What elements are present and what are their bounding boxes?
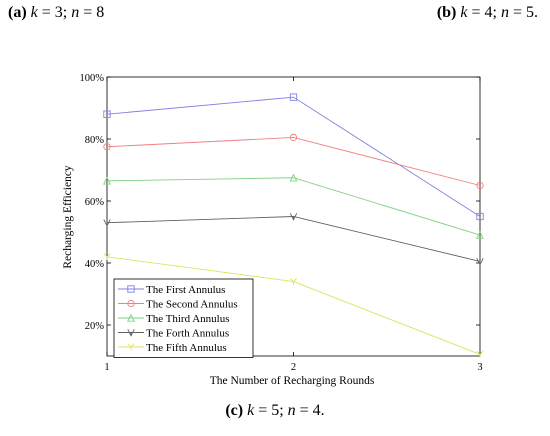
- legend-marker: [127, 313, 135, 322]
- caption-a-label: (a): [8, 4, 27, 21]
- caption-a-k-value: = 3;: [37, 4, 72, 21]
- data-point: [476, 350, 484, 358]
- caption-b-n-value: = 5.: [508, 4, 538, 21]
- data-point: [289, 93, 298, 101]
- series-line: [106, 216, 481, 262]
- legend-item: The First Annulus: [118, 284, 225, 296]
- series-3: [103, 173, 484, 239]
- x-tick-label: 1: [104, 362, 109, 373]
- caption-c-k: k: [247, 402, 255, 419]
- legend-marker: [127, 329, 135, 337]
- y-tick-label: 40%: [85, 259, 105, 270]
- caption-b-k-value: = 4;: [467, 4, 501, 21]
- series-1: [103, 93, 484, 221]
- legend-label: The First Annulus: [146, 284, 225, 296]
- series-layer: [103, 93, 484, 358]
- caption-c-n-value: = 4.: [295, 402, 325, 419]
- y-tick-label: 80%: [85, 135, 105, 146]
- y-tick-label: 100%: [80, 73, 105, 84]
- y-axis-title: Recharging Efficiency: [62, 165, 74, 269]
- data-point: [289, 173, 298, 182]
- legend-label: The Forth Annulus: [146, 328, 229, 340]
- y-tick-label: 60%: [85, 197, 105, 208]
- data-point: [476, 230, 484, 239]
- data-point: [476, 181, 484, 190]
- data-point: [289, 213, 298, 221]
- caption-a-n-value: = 8: [79, 4, 105, 21]
- caption-a-k: k: [30, 4, 38, 21]
- legend-label: The Third Annulus: [146, 313, 230, 325]
- series-4: [103, 213, 484, 266]
- caption-c-label: (c): [225, 402, 244, 419]
- caption-c-n: n: [287, 402, 296, 419]
- legend: The First Annulus The Second Annulus The T…: [113, 278, 254, 358]
- y-axis-ticks: 20% 40% 60% 80% 100%: [80, 73, 480, 332]
- x-tick-label: 2: [291, 362, 296, 373]
- caption-a-n: n: [71, 4, 80, 21]
- series-line: [106, 177, 481, 236]
- data-point: [289, 133, 298, 142]
- series-2: [103, 133, 484, 190]
- data-point: [476, 258, 484, 266]
- data-point: [289, 278, 298, 285]
- legend-label: The Fifth Annulus: [146, 342, 227, 354]
- legend-label: The Second Annulus: [146, 299, 238, 311]
- caption-b-n: n: [500, 4, 509, 21]
- x-axis-title: The Number of Recharging Rounds: [210, 375, 375, 387]
- legend-item: The Third Annulus: [118, 313, 230, 325]
- legend-item: The Forth Annulus: [118, 328, 229, 340]
- data-point: [103, 219, 111, 227]
- legend-marker: [127, 285, 135, 293]
- data-point: [103, 110, 111, 118]
- legend-item: The Fifth Annulus: [118, 342, 227, 354]
- data-point: [476, 212, 484, 221]
- caption-b: (b) k = 4; n = 5.: [437, 4, 538, 22]
- data-point: [103, 253, 111, 260]
- legend-item: The Second Annulus: [118, 299, 238, 311]
- series-line: [106, 136, 481, 186]
- caption-a: (a) k = 3; n = 8: [8, 4, 104, 22]
- caption-c-k-value: = 5;: [254, 402, 288, 419]
- series-line: [106, 96, 481, 217]
- series-5: [103, 253, 484, 358]
- caption-c: (c) k = 5; n = 4.: [0, 402, 550, 420]
- caption-b-label: (b): [436, 4, 457, 21]
- legend-marker: [127, 299, 135, 308]
- caption-b-k: k: [460, 4, 468, 21]
- x-tick-label: 3: [477, 362, 482, 373]
- data-point: [103, 176, 111, 185]
- legend-marker: [127, 343, 135, 351]
- data-point: [103, 143, 111, 151]
- y-tick-label: 20%: [85, 321, 105, 332]
